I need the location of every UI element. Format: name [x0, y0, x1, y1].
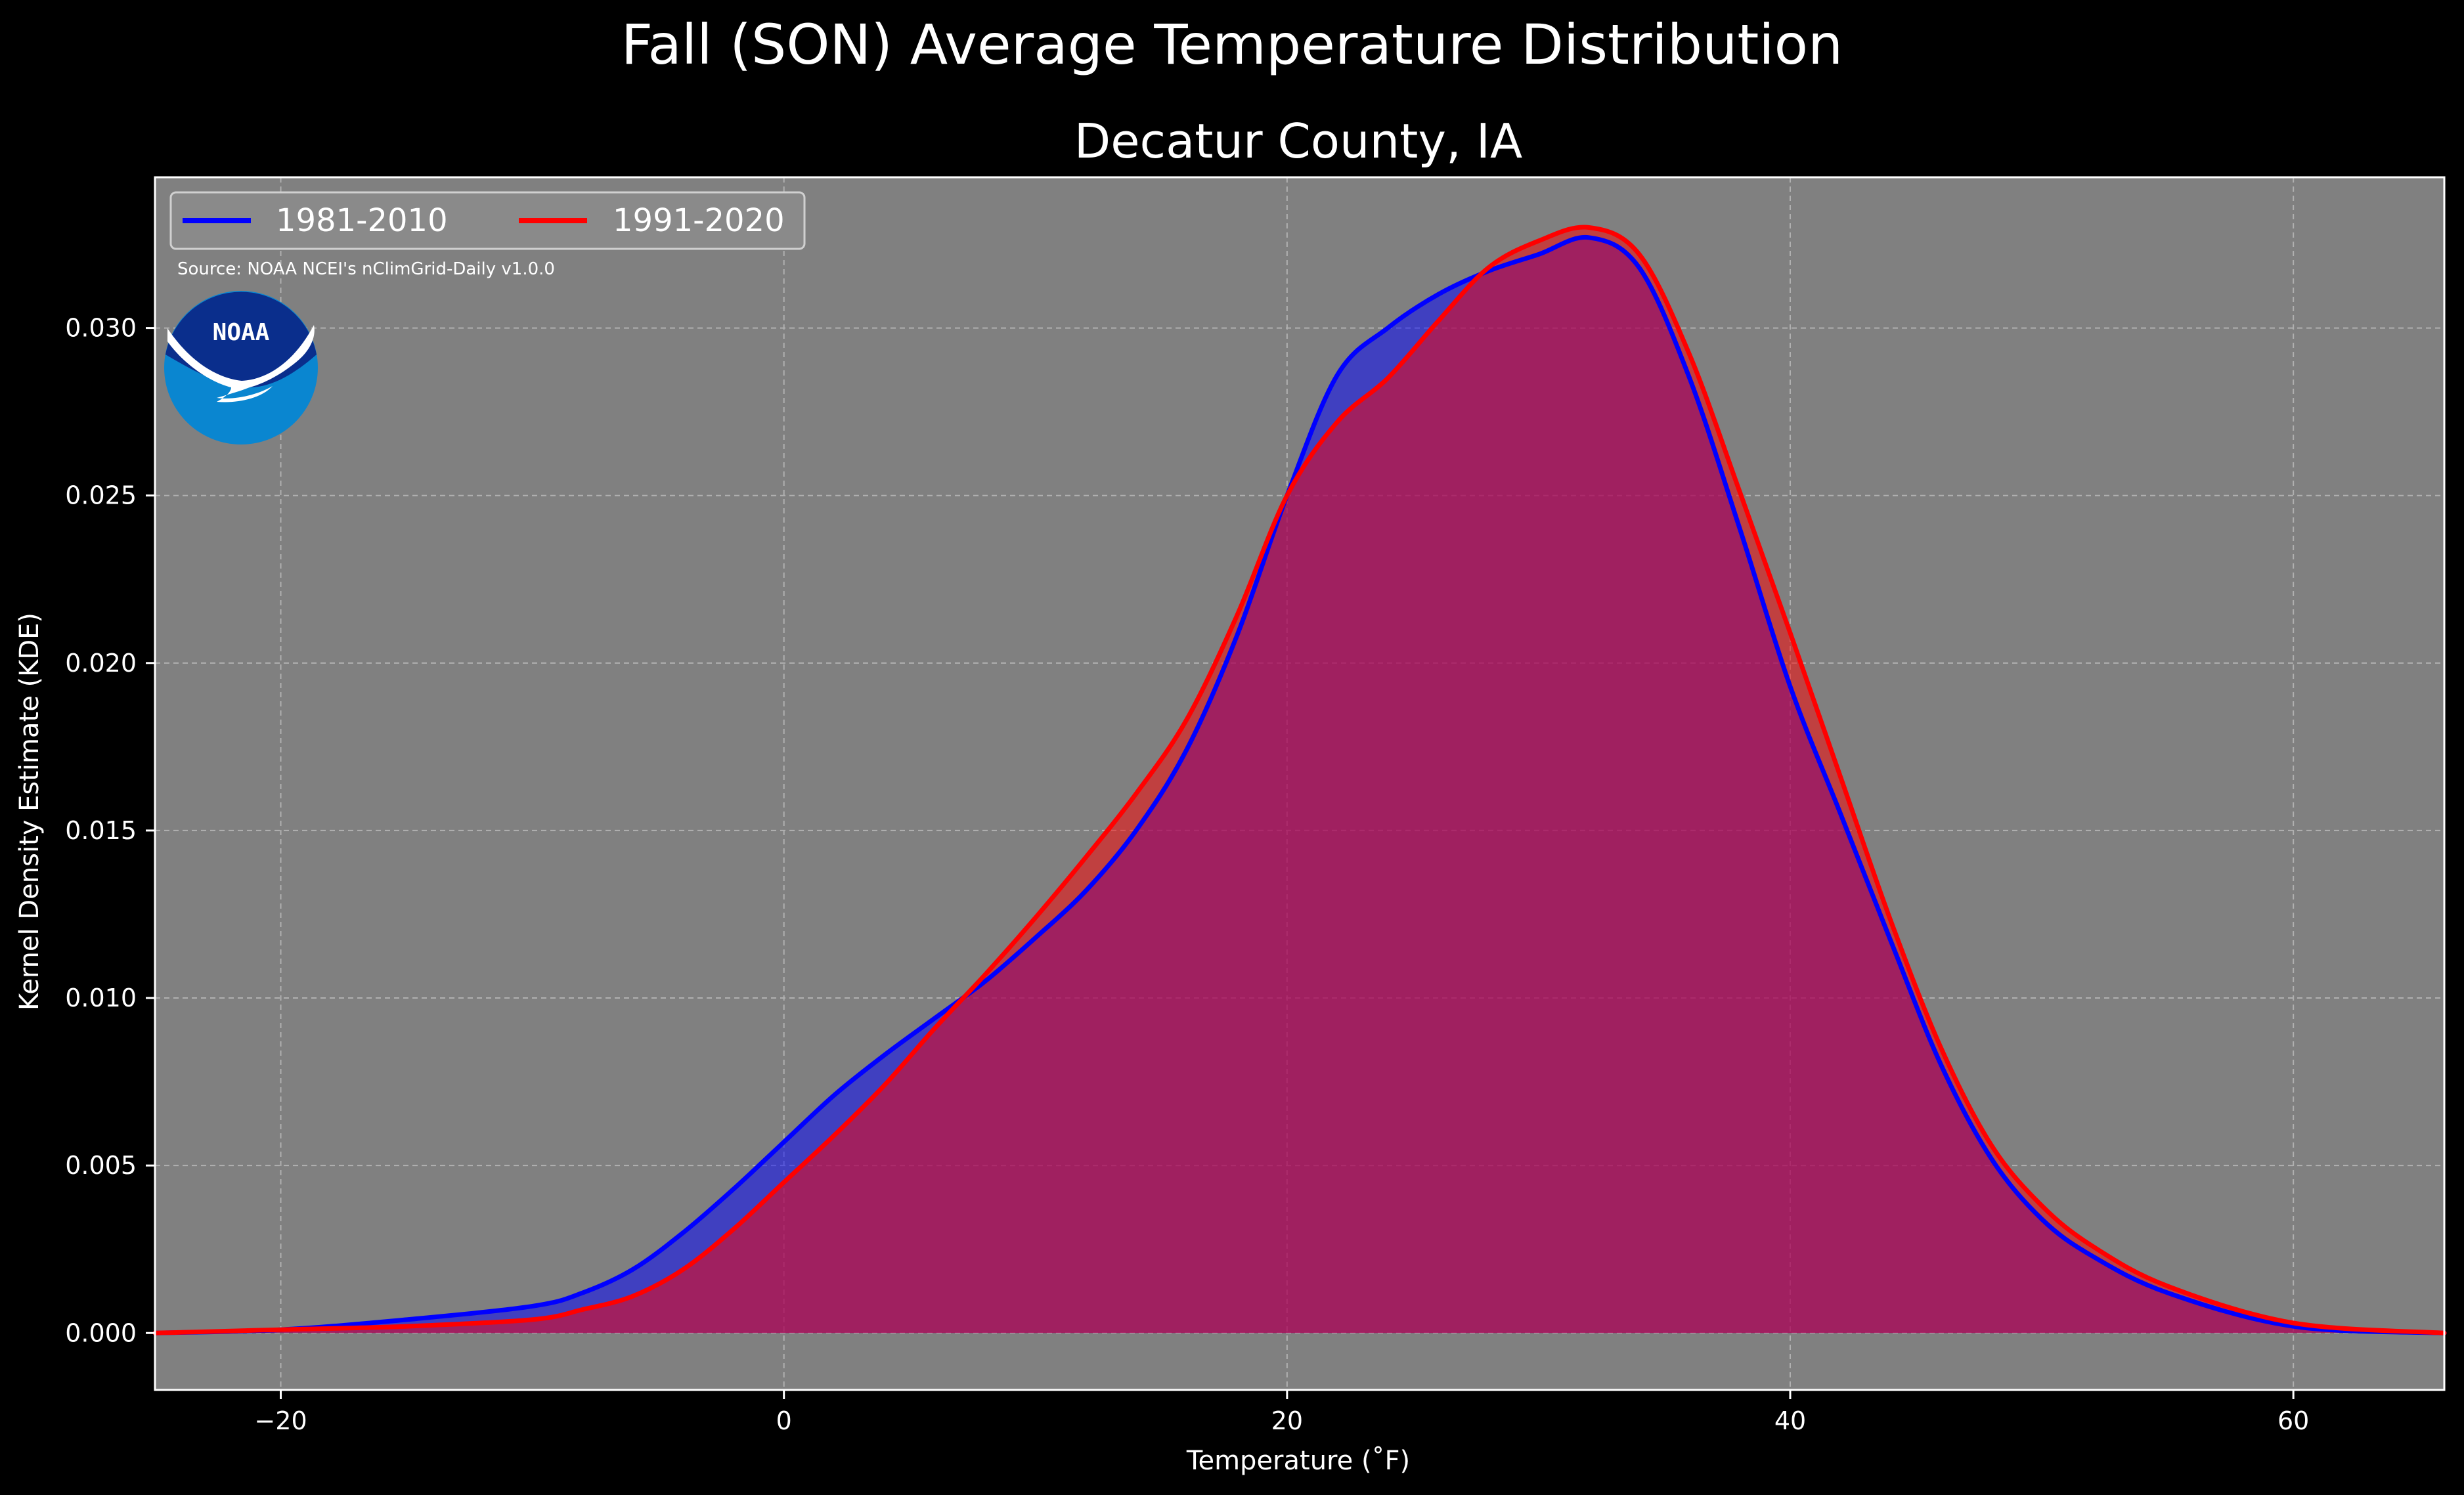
y-tick-label: 0.030 [65, 314, 137, 343]
series-line-1981-2010 [152, 234, 2447, 1335]
y-tick-label: 0.005 [65, 1151, 137, 1180]
y-tick-label: 0.025 [65, 481, 137, 510]
legend-label-1991-2020: 1991-2020 [613, 202, 785, 239]
x-tick-label: 60 [2277, 1406, 2309, 1435]
series-layer [152, 225, 2447, 1335]
chart-title: Decatur County, IA [1074, 114, 1523, 169]
x-tick-label: −20 [254, 1406, 307, 1435]
plot-frame [154, 176, 2446, 1391]
x-axis: −20 0 20 40 60 [254, 1390, 2309, 1435]
legend: 1981-2010 1991-2020 [169, 191, 806, 250]
x-axis-label: Temperature (˚F) [1186, 1446, 1410, 1476]
x-tick-label: 0 [776, 1406, 792, 1435]
series-area-1991-2020 [155, 227, 2444, 1333]
y-tick-label: 0.010 [65, 984, 137, 1012]
noaa-logo: NOAA [164, 291, 318, 444]
noaa-logo-top [165, 292, 317, 387]
x-tick-label: 20 [1271, 1406, 1303, 1435]
y-tick-label: 0.020 [65, 649, 137, 678]
x-tick-label: 40 [1774, 1406, 1806, 1435]
noaa-logo-text: NOAA [213, 319, 270, 346]
legend-label-1981-2010: 1981-2010 [276, 202, 448, 239]
legend-box [169, 191, 806, 250]
y-tick-label: 0.000 [65, 1318, 137, 1347]
y-axis: 0.000 0.005 0.010 0.015 0.020 0.025 0.030 [65, 314, 155, 1347]
y-axis-label: Kernel Density Estimate (KDE) [14, 613, 45, 1010]
figure-title: Fall (SON) Average Temperature Distribut… [621, 12, 1843, 77]
series-line-1991-2020 [152, 225, 2447, 1335]
source-annotation: Source: NOAA NCEI's nClimGrid-Daily v1.0… [177, 259, 555, 279]
noaa-logo-bird-icon [167, 325, 315, 402]
y-tick-label: 0.015 [65, 816, 137, 845]
